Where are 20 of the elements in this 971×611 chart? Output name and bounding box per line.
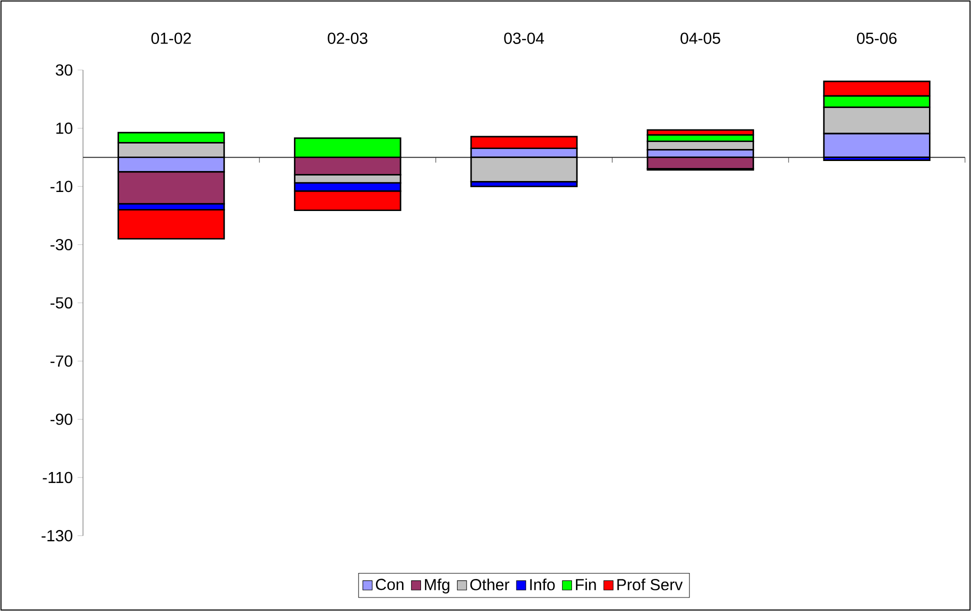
legend-label: Con (376, 578, 404, 590)
y-tick-label: -110 (42, 472, 72, 484)
y-tick-label: 10 (56, 122, 72, 134)
y-tick-label: -30 (50, 238, 72, 250)
y-tick-label: -10 (50, 180, 72, 192)
y-tick-label: -50 (50, 297, 72, 309)
x-tick-label: 03-04 (504, 32, 544, 44)
legend-label: Fin (576, 578, 596, 590)
y-tick-label: 30 (56, 64, 72, 76)
legend-label: Info (530, 578, 555, 590)
legend-label: Mfg (424, 578, 450, 594)
y-tick-label: -90 (50, 414, 72, 425)
x-tick-label: 05-06 (856, 32, 897, 44)
x-tick-label: 02-03 (328, 32, 368, 44)
y-tick-label: -130 (42, 530, 72, 542)
x-tick-label: 01-02 (151, 32, 191, 44)
y-tick-label: -70 (50, 355, 72, 367)
legend-label: Other (470, 578, 510, 590)
legend-label: Prof Serv (617, 578, 683, 590)
x-tick-label: 04-05 (680, 32, 720, 44)
